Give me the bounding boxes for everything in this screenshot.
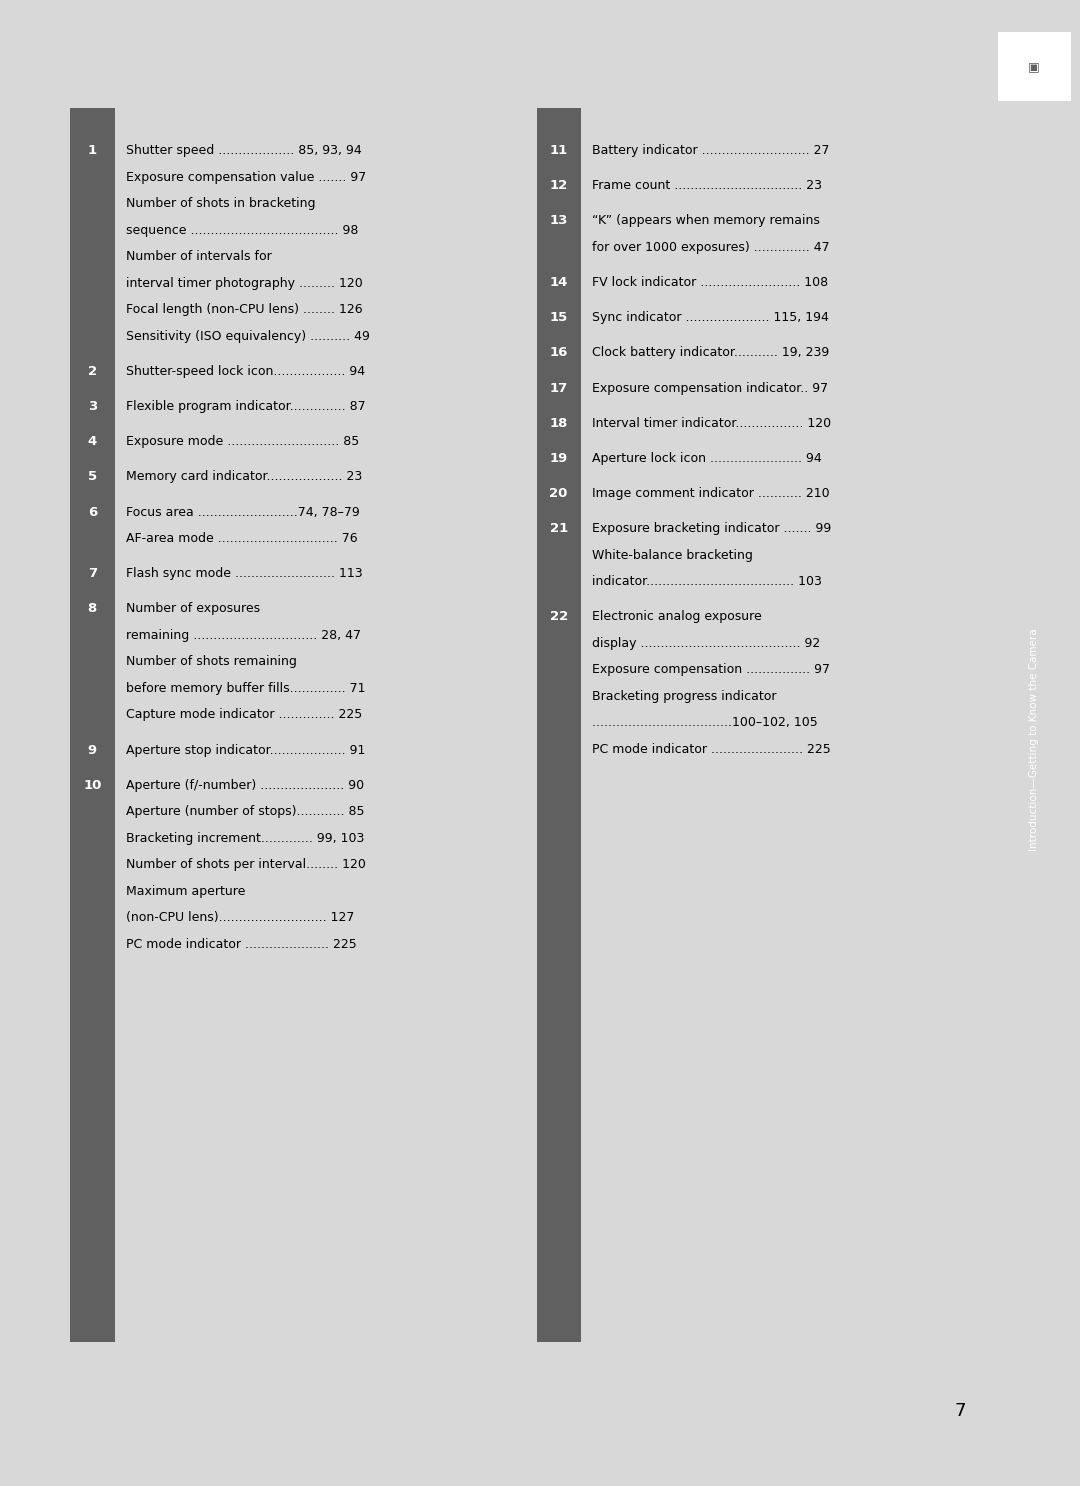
- Text: Focus area .........................74, 78–79: Focus area .........................74, …: [125, 505, 360, 519]
- Text: 16: 16: [550, 346, 568, 360]
- Text: 17: 17: [550, 382, 568, 394]
- Text: (non-CPU lens)........................... 127: (non-CPU lens)..........................…: [125, 911, 354, 924]
- Bar: [998, 33, 1070, 101]
- Text: Sync indicator ..................... 115, 194: Sync indicator ..................... 115…: [592, 311, 828, 324]
- Text: Aperture (number of stops)............ 85: Aperture (number of stops)............ 8…: [125, 805, 364, 819]
- Text: Number of shots per interval........ 120: Number of shots per interval........ 120: [125, 859, 365, 871]
- Text: Clock battery indicator........... 19, 239: Clock battery indicator........... 19, 2…: [592, 346, 829, 360]
- Text: AF-area mode .............................. 76: AF-area mode ...........................…: [125, 532, 357, 545]
- Text: Exposure compensation ................ 97: Exposure compensation ................ 9…: [592, 663, 829, 676]
- Text: Maximum aperture: Maximum aperture: [125, 884, 245, 898]
- Text: 9: 9: [87, 743, 97, 756]
- Text: Battery indicator ........................... 27: Battery indicator ......................…: [592, 144, 829, 158]
- Text: 7: 7: [87, 568, 97, 580]
- Text: Image comment indicator ........... 210: Image comment indicator ........... 210: [592, 487, 829, 499]
- Text: Bracketing progress indicator: Bracketing progress indicator: [592, 690, 777, 703]
- Text: 4: 4: [87, 435, 97, 449]
- Text: Exposure compensation value ....... 97: Exposure compensation value ....... 97: [125, 171, 366, 184]
- Text: 21: 21: [550, 522, 568, 535]
- Text: 8: 8: [87, 602, 97, 615]
- Text: 20: 20: [550, 487, 568, 499]
- Text: Introduction—Getting to Know the Camera: Introduction—Getting to Know the Camera: [1029, 629, 1039, 850]
- Text: Flexible program indicator.............. 87: Flexible program indicator..............…: [125, 400, 365, 413]
- Text: 14: 14: [550, 276, 568, 290]
- Text: Flash sync mode ......................... 113: Flash sync mode ........................…: [125, 568, 362, 580]
- Text: White-balance bracketing: White-balance bracketing: [592, 548, 753, 562]
- Text: 7: 7: [955, 1403, 966, 1421]
- Text: Bracketing increment............. 99, 103: Bracketing increment............. 99, 10…: [125, 832, 364, 844]
- Text: Electronic analog exposure: Electronic analog exposure: [592, 611, 761, 623]
- Text: interval timer photography ......... 120: interval timer photography ......... 120: [125, 276, 363, 290]
- Text: 2: 2: [87, 366, 97, 377]
- Text: Exposure mode ............................ 85: Exposure mode ..........................…: [125, 435, 359, 449]
- Text: 3: 3: [87, 400, 97, 413]
- Text: sequence ..................................... 98: sequence ...............................…: [125, 224, 357, 236]
- Bar: [70, 108, 114, 1342]
- Text: Shutter speed ................... 85, 93, 94: Shutter speed ................... 85, 93…: [125, 144, 362, 158]
- Text: PC mode indicator ..................... 225: PC mode indicator ..................... …: [125, 938, 356, 951]
- Text: Number of shots remaining: Number of shots remaining: [125, 655, 297, 669]
- Text: 15: 15: [550, 311, 568, 324]
- Text: 5: 5: [87, 471, 97, 483]
- Text: Aperture lock icon ....................... 94: Aperture lock icon .....................…: [592, 452, 822, 465]
- Text: remaining ............................... 28, 47: remaining ..............................…: [125, 629, 361, 642]
- Text: ▣: ▣: [1028, 61, 1040, 73]
- Text: for over 1000 exposures) .............. 47: for over 1000 exposures) .............. …: [592, 241, 829, 254]
- Text: 12: 12: [550, 180, 568, 192]
- Text: Interval timer indicator................. 120: Interval timer indicator................…: [592, 416, 831, 429]
- Text: 19: 19: [550, 452, 568, 465]
- Text: Exposure bracketing indicator ....... 99: Exposure bracketing indicator ....... 99: [592, 522, 832, 535]
- Text: FV lock indicator ......................... 108: FV lock indicator ......................…: [592, 276, 828, 290]
- Text: 1: 1: [87, 144, 97, 158]
- Text: Aperture stop indicator................... 91: Aperture stop indicator.................…: [125, 743, 365, 756]
- Text: “K” (appears when memory remains: “K” (appears when memory remains: [592, 214, 820, 227]
- Text: 6: 6: [87, 505, 97, 519]
- Text: Sensitivity (ISO equivalency) .......... 49: Sensitivity (ISO equivalency) ..........…: [125, 330, 369, 343]
- Text: Number of shots in bracketing: Number of shots in bracketing: [125, 198, 315, 210]
- Text: 11: 11: [550, 144, 568, 158]
- Text: display ........................................ 92: display ................................…: [592, 637, 820, 649]
- Text: indicator..................................... 103: indicator...............................…: [592, 575, 822, 588]
- Text: 13: 13: [550, 214, 568, 227]
- Text: Frame count ................................ 23: Frame count ............................…: [592, 180, 822, 192]
- Text: Shutter-speed lock icon.................. 94: Shutter-speed lock icon.................…: [125, 366, 365, 377]
- Text: ...................................100–102, 105: ...................................100–1…: [592, 716, 818, 730]
- Text: Aperture (f/-number) ..................... 90: Aperture (f/-number) ...................…: [125, 779, 364, 792]
- Text: Capture mode indicator .............. 225: Capture mode indicator .............. 22…: [125, 709, 362, 722]
- Text: 10: 10: [83, 779, 102, 792]
- Text: 18: 18: [550, 416, 568, 429]
- Text: Number of intervals for: Number of intervals for: [125, 250, 271, 263]
- Text: Focal length (non-CPU lens) ........ 126: Focal length (non-CPU lens) ........ 126: [125, 303, 362, 317]
- Text: Number of exposures: Number of exposures: [125, 602, 259, 615]
- Text: Exposure compensation indicator.. 97: Exposure compensation indicator.. 97: [592, 382, 828, 394]
- Text: before memory buffer fills.............. 71: before memory buffer fills..............…: [125, 682, 365, 695]
- Text: PC mode indicator ....................... 225: PC mode indicator ......................…: [592, 743, 831, 756]
- Text: 22: 22: [550, 611, 568, 623]
- Bar: [537, 108, 581, 1342]
- Text: Memory card indicator................... 23: Memory card indicator...................…: [125, 471, 362, 483]
